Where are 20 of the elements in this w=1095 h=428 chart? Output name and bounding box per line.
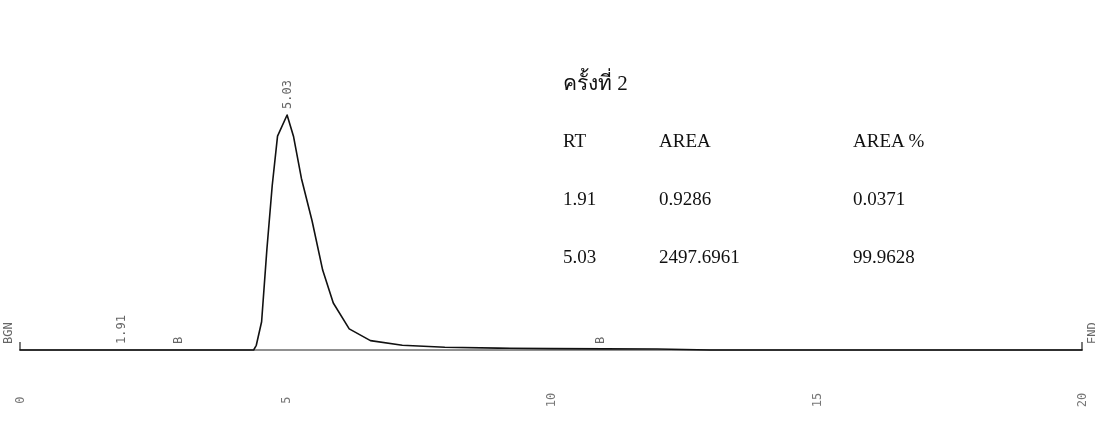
- x-tick-label: 15: [809, 392, 824, 408]
- annotation: 99.9628: [853, 246, 915, 267]
- annotation: 0.9286: [659, 188, 712, 209]
- annotation: 5.03: [563, 246, 597, 267]
- annotation: 0.0371: [853, 188, 906, 209]
- annotation: RT: [563, 130, 587, 151]
- annotation: B: [171, 336, 186, 344]
- annotation: 5.03: [280, 80, 295, 109]
- x-tick-label: 5: [278, 396, 293, 404]
- x-tick-label: 20: [1075, 392, 1089, 408]
- annotation: 2497.6961: [659, 246, 740, 267]
- annotation: 1.91: [563, 188, 597, 209]
- annotation: AREA %: [853, 130, 925, 151]
- annotation: AREA: [659, 130, 711, 151]
- x-tick-label: 10: [544, 392, 558, 408]
- x-tick-label: 0: [13, 396, 27, 404]
- annotation: B: [592, 336, 607, 344]
- chart-title: ครั้งที่ 2: [563, 68, 628, 95]
- annotation: BGN: [1, 322, 15, 344]
- annotation: 1.91: [114, 315, 129, 344]
